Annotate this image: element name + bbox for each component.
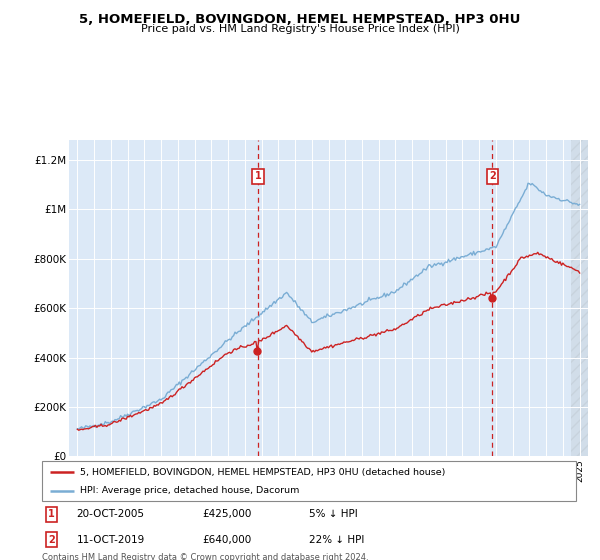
Text: Price paid vs. HM Land Registry's House Price Index (HPI): Price paid vs. HM Land Registry's House … <box>140 24 460 34</box>
Text: HPI: Average price, detached house, Dacorum: HPI: Average price, detached house, Daco… <box>80 486 300 495</box>
Text: £640,000: £640,000 <box>202 535 251 545</box>
Text: 2: 2 <box>48 535 55 545</box>
Text: 2: 2 <box>489 171 496 181</box>
Bar <box>571 140 588 456</box>
Text: 5, HOMEFIELD, BOVINGDON, HEMEL HEMPSTEAD, HP3 0HU: 5, HOMEFIELD, BOVINGDON, HEMEL HEMPSTEAD… <box>79 13 521 26</box>
Text: £425,000: £425,000 <box>202 509 251 519</box>
Text: 20-OCT-2005: 20-OCT-2005 <box>77 509 145 519</box>
Text: 11-OCT-2019: 11-OCT-2019 <box>77 535 145 545</box>
Text: 5, HOMEFIELD, BOVINGDON, HEMEL HEMPSTEAD, HP3 0HU (detached house): 5, HOMEFIELD, BOVINGDON, HEMEL HEMPSTEAD… <box>80 468 446 477</box>
Text: 1: 1 <box>48 509 55 519</box>
FancyBboxPatch shape <box>42 461 576 501</box>
Text: 5% ↓ HPI: 5% ↓ HPI <box>309 509 358 519</box>
Text: Contains HM Land Registry data © Crown copyright and database right 2024.
This d: Contains HM Land Registry data © Crown c… <box>42 553 368 560</box>
Text: 1: 1 <box>254 171 262 181</box>
Text: 22% ↓ HPI: 22% ↓ HPI <box>309 535 364 545</box>
